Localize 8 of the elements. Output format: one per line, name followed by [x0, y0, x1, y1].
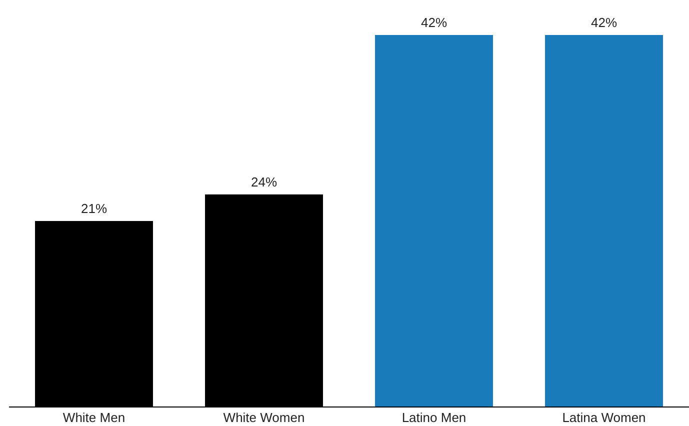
x-tick-label: Latino Men	[402, 410, 466, 425]
x-tick-label: Latina Women	[562, 410, 646, 425]
data-label: 24%	[250, 174, 278, 190]
x-tick-label: White Women	[223, 410, 305, 425]
data-label: 42%	[420, 15, 448, 30]
data-label: 21%	[80, 201, 108, 216]
x-tick-label: White Men	[62, 410, 126, 425]
data-label: 42%	[590, 15, 618, 30]
